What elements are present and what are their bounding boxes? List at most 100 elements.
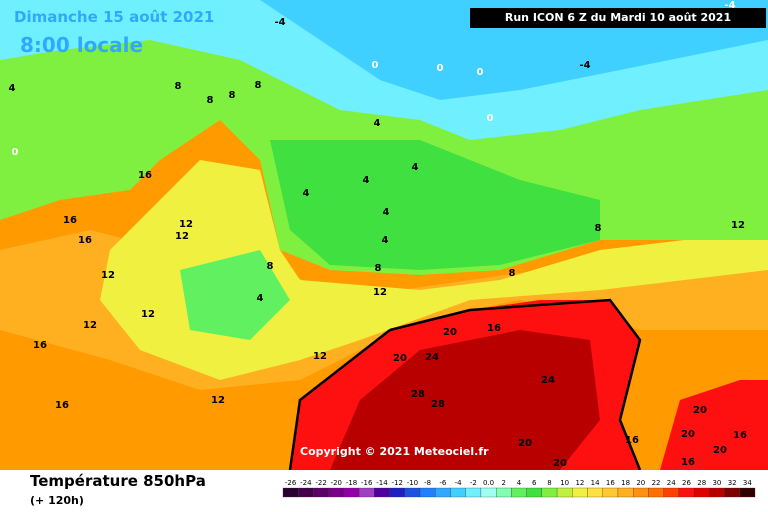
scale-swatch [617,487,634,498]
contour-label: 12 [731,220,745,231]
contour-label: 8 [267,261,274,272]
contour-label: 24 [541,375,555,386]
scale-label: -14 [376,479,388,487]
scale-label: 14 [591,479,600,487]
scale-label: -20 [331,479,342,487]
contour-label: 12 [211,395,225,406]
scale-label: -22 [315,479,326,487]
scale-swatch [496,487,512,498]
scale-label: 26 [682,479,691,487]
scale-swatch [435,487,451,498]
scale-label: -8 [424,479,431,487]
scale-swatch [450,487,466,498]
scale-label: 8 [547,479,551,487]
contour-label: 4 [374,118,381,129]
scale-label: 34 [743,479,752,487]
zone-darkred [330,330,600,470]
scale-swatch [526,487,542,498]
scale-label: 10 [560,479,569,487]
contour-label: 16 [625,435,639,446]
scale-label: 30 [712,479,721,487]
scale-swatch [556,487,573,498]
contour-label: 20 [681,429,695,440]
scale-swatch [602,487,619,498]
scale-label: -4 [455,479,463,487]
contour-label: 20 [713,445,727,456]
isotherm-20 [288,298,642,471]
contour-label: 16 [733,430,747,441]
contour-label: 28 [431,399,445,410]
contour-label: 0 [487,113,494,124]
scale-label: 18 [621,479,630,487]
contour-label: 4 [412,162,419,173]
contour-label: 4 [363,175,370,186]
scale-label: 24 [667,479,676,487]
contour-label: 4 [382,235,389,246]
legend-title: Température 850hPa [30,472,206,490]
scale-swatch [587,487,603,498]
contour-label: 0 [437,63,444,74]
scale-label: 2 [502,479,506,487]
forecast-time: 8:00 locale [20,33,143,57]
scale-swatch [541,487,558,498]
contour-label: 12 [175,231,189,242]
legend-lead: (+ 120h) [30,494,84,507]
contour-label: 4 [9,83,16,94]
run-info: Run ICON 6 Z du Mardi 10 août 2021 [505,11,731,24]
contour-label: 8 [175,81,182,92]
scale-label: 32 [728,479,737,487]
scale-label: 0.0 [483,479,494,487]
scale-swatch [693,487,710,498]
contour-label: 8 [255,80,262,91]
scale-label: -26 [285,479,297,487]
scale-swatch [374,487,390,498]
contour-label: 8 [509,268,516,279]
contour-label: 16 [78,235,92,246]
scale-swatch [343,487,360,498]
scale-label: 12 [575,479,584,487]
scale-swatch [404,487,421,498]
scale-label: 4 [517,479,522,487]
contour-label: 4 [303,188,310,199]
scale-label: 28 [697,479,706,487]
contour-label: 16 [55,400,69,411]
contour-label: 8 [595,223,602,234]
contour-label: 8 [375,263,382,274]
contour-label: 8 [229,90,236,101]
contour-label: 4 [257,293,264,304]
contour-label: 4 [383,207,390,218]
scale-swatch [419,487,436,498]
scale-label: -12 [391,479,402,487]
zone-iberia [180,250,290,340]
scale-label: -10 [407,479,418,487]
contour-label: 20 [443,327,457,338]
scale-swatch [389,487,405,498]
contour-label: 20 [393,353,407,364]
scale-swatch [572,487,588,498]
contour-label: 16 [33,340,47,351]
contour-label: 8 [207,95,214,106]
scale-label: -6 [439,479,447,487]
scale-swatch [663,487,680,498]
scale-label: 22 [652,479,661,487]
scale-swatch [724,487,740,498]
contour-label: 0 [12,147,19,158]
contour-label: 12 [141,309,155,320]
run-box [470,8,766,28]
scale-label: 6 [532,479,537,487]
scale-swatch [328,487,345,498]
contour-label: 16 [681,457,695,468]
scale-label: 20 [636,479,645,487]
scale-label: -24 [300,479,312,487]
scale-swatch [298,487,314,498]
zone-red-east [660,380,768,470]
contour-label: 12 [373,287,387,298]
scale-swatch [633,487,649,498]
scale-swatch [465,487,482,498]
contour-label: 12 [83,320,97,331]
contour-label: -4 [724,0,735,11]
contour-label: 20 [553,458,567,469]
contour-label: -4 [274,17,285,28]
